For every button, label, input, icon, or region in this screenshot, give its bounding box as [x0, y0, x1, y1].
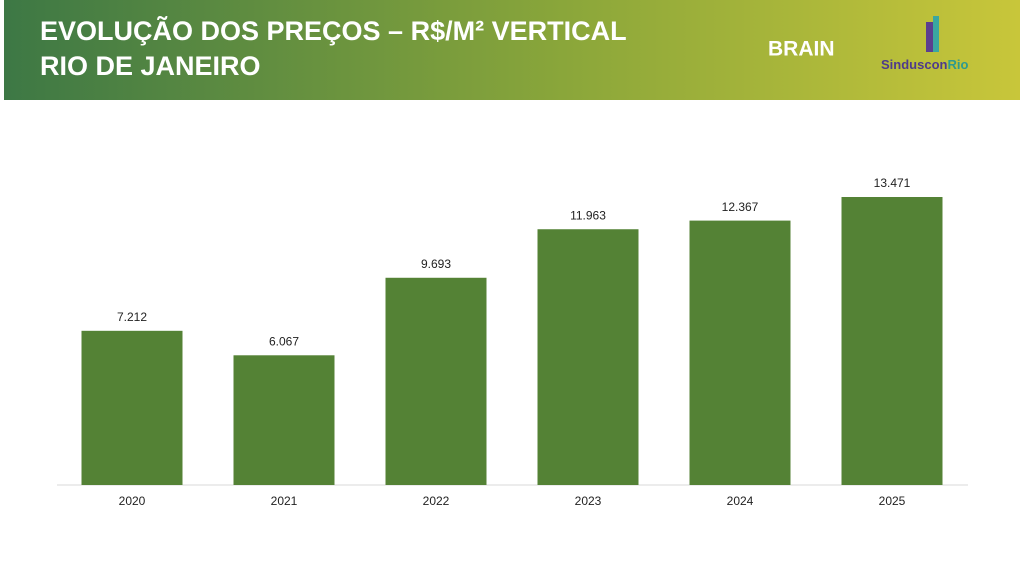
logo-icon: [926, 16, 939, 52]
bar: [233, 355, 335, 485]
x-tick-label: 2025: [879, 494, 906, 508]
bar: [841, 197, 943, 485]
bar: [81, 330, 183, 485]
x-tick-label: 2024: [727, 494, 754, 508]
bar: [385, 277, 487, 485]
logo-sinduscon: SindusconRio: [881, 57, 968, 72]
x-tick-label: 2023: [575, 494, 602, 508]
icon-bar: [926, 22, 933, 52]
logo-text: Rio: [947, 57, 968, 72]
data-label: 13.471: [874, 176, 911, 190]
x-tick-label: 2022: [423, 494, 450, 508]
bar: [537, 229, 639, 485]
data-label: 12.367: [722, 200, 759, 214]
logo-brain: BRAIN: [768, 38, 835, 61]
icon-bar: [933, 16, 939, 52]
data-label: 11.963: [570, 208, 606, 222]
data-label: 9.693: [421, 257, 451, 271]
bar: [689, 220, 791, 485]
data-label: 6.067: [269, 334, 299, 348]
x-tick-label: 2021: [271, 494, 298, 508]
x-tick-label: 2020: [119, 494, 146, 508]
header-band: [4, 0, 1020, 100]
data-label: 7.212: [117, 310, 147, 324]
title-line: RIO DE JANEIRO: [40, 51, 261, 81]
logo-text: Sinduscon: [881, 57, 948, 72]
title-line: EVOLUÇÃO DOS PREÇOS – R$/M² VERTICAL: [40, 15, 627, 46]
